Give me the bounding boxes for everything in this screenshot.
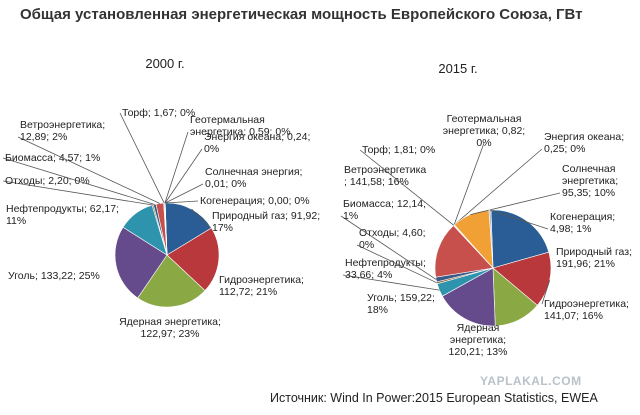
pie-2000-leader-ocean	[164, 148, 203, 204]
pie-2015-slice-gas	[490, 209, 550, 269]
pie-2000-label-oil: Нефтепродукты; 62,17; 11%	[6, 203, 119, 227]
pie-2000: Природный газ; 91,92; 17% Гидроэнергетика;…	[2, 107, 320, 340]
pie-2015: Природный газ; 191,96; 21% Гидроэнергетика…	[340, 113, 632, 358]
pie-2015-slice-coal	[441, 267, 496, 327]
pie-2015-label-cogeneration: Когенерация; 4,98; 1%	[550, 211, 615, 235]
pie-2000-slice-nuclear	[137, 254, 206, 308]
pie-2000-label-geothermal: Геотермальная энергетика; 0,59; 0%	[190, 114, 291, 138]
pie-2015-label-ocean: Энергия океана; 0,25; 0%	[544, 131, 624, 155]
pie-2015-leader-oil	[342, 274, 440, 291]
pie-2015-label-peat: Торф; 1,81; 0%	[362, 144, 435, 156]
chart-main-title: Общая установленная энергетическая мощно…	[20, 6, 583, 23]
pie-2000-label-gas: Природный газ; 91,92; 17%	[212, 210, 320, 234]
pie-2000-label-peat: Торф; 1,67; 0%	[122, 107, 195, 119]
pie-2015-label-solar: Солнечная энергетика; 95,35; 10%	[562, 163, 618, 199]
pie-2015-label-hydro: Гидроэнергетика; 141,07; 16%	[544, 298, 629, 322]
pie-2015-slice-hydro	[492, 251, 552, 306]
pie-2015-leader-waste	[356, 244, 438, 284]
pie-2000-title: 2000 г.	[145, 56, 184, 71]
pie-2000-leader-waste	[2, 180, 153, 206]
pie-2015-leader-biomass	[340, 215, 437, 280]
pie-2015-leader-geothermal	[453, 142, 485, 226]
pie-2000-label-nuclear: Ядерная энергетика; 122,97; 23%	[119, 316, 221, 340]
pie-2015-leader-cogeneration	[489, 209, 549, 230]
pie-2015-label-oil: Нефтепродукты; 33,66; 4%	[345, 257, 426, 281]
pie-2000-leader-peat	[119, 112, 165, 204]
watermark: YAPLAKAL.COM	[480, 374, 582, 388]
pie-2015-leader-solar	[470, 192, 561, 215]
pie-2000-label-hydro: Гидроэнергетика; 112,72; 21%	[219, 274, 304, 298]
pie-2015-label-biomass: Биомасса; 12,14; 1%	[343, 198, 426, 222]
pie-2015-slice-wind	[434, 225, 494, 278]
pie-2000-slice-solar	[164, 202, 168, 256]
pie-2015-label-coal: Уголь; 159,22; 18%	[367, 292, 435, 316]
pie-2015-label-geothermal: Геотермальная энергетика; 0,82; 0%	[443, 113, 525, 149]
pie-2015-title: 2015 г.	[438, 61, 477, 76]
pie-2000-label-biomass: Биомасса; 4,57; 1%	[5, 152, 100, 164]
pie-2000-leader-solar	[165, 183, 204, 204]
pie-2000-slice-hydro	[166, 227, 220, 291]
pie-2015-label-gas: Природный газ; 191,96; 21%	[556, 246, 632, 270]
pie-2000-leader-gas	[191, 208, 211, 229]
pie-2015-label-wind: Ветроэнергетика; 141,58; 16%	[344, 164, 426, 188]
pie-2000-leader-wind	[17, 136, 160, 204]
pie-2000-label-cogeneration: Когенерация; 0,00; 0%	[200, 195, 310, 207]
pie-2000-leader-cogeneration	[165, 200, 199, 204]
pie-2000-label-ocean: Энергия океана; 0,24; 0%	[204, 131, 310, 155]
pie-2000-label-solar: Солнечная энергия; 0,01; 0%	[205, 166, 302, 190]
pie-2000-leader-biomass	[2, 157, 155, 205]
pie-2000-leader-geothermal	[164, 131, 189, 204]
pie-2015-label-waste: Отходы; 4,60; 0%	[359, 227, 426, 251]
pie-2015-leader-hydro	[541, 280, 551, 305]
pie-2015-label-nuclear: Ядерная энергетика; 120,21; 13%	[449, 322, 508, 358]
pie-2000-slice-coal	[114, 226, 168, 299]
pie-2015-leader-ocean	[454, 148, 543, 226]
pie-2000-label-wind: Ветроэнергетика; 12,89; 2%	[20, 119, 105, 143]
source-note: Источник: Wind In Power:2015 European St…	[270, 391, 598, 405]
pie-2000-label-coal: Уголь; 133,22; 25%	[8, 270, 100, 282]
pie-2015-leader-peat	[359, 149, 455, 226]
